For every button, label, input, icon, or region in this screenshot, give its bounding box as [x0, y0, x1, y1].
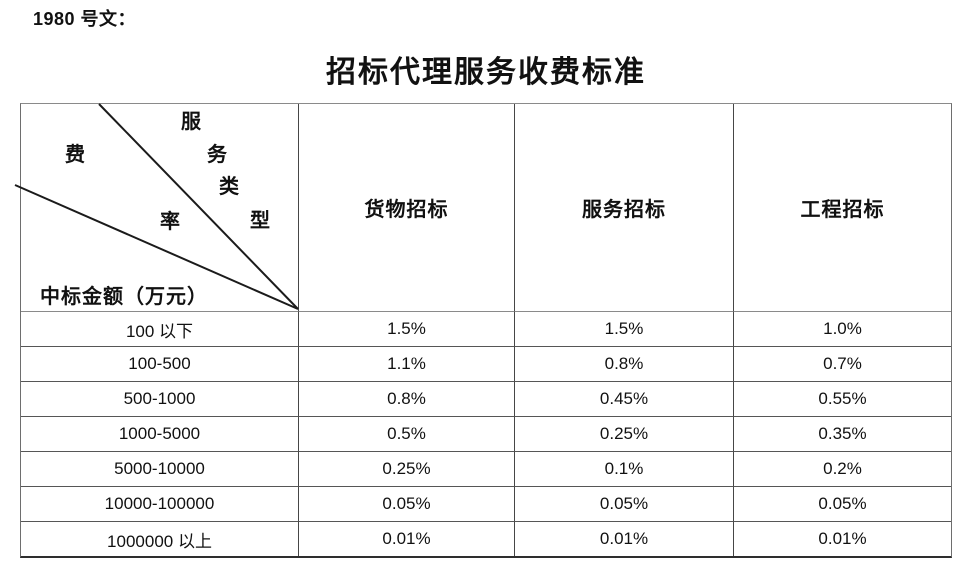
rate-cell: 0.01% — [733, 521, 951, 556]
corner-fee-rate-char: 率 — [160, 211, 180, 233]
fee-table: 服 务 类 型 费 率 中标金额（万元） 货物招标 服务招标 工程招标 100 … — [14, 103, 952, 558]
rate-cell: 0.45% — [514, 381, 733, 416]
diagonal-header-cell: 服 务 类 型 费 率 中标金额（万元） — [14, 103, 299, 311]
rate-cell: 0.01% — [514, 521, 733, 556]
rate-cell: 0.05% — [298, 486, 514, 521]
rate-cell: 1.5% — [298, 311, 514, 346]
corner-service-type-char: 类 — [219, 176, 239, 198]
rate-cell: 0.8% — [514, 346, 733, 381]
row-amount-label: 1000000 以上 — [21, 521, 298, 556]
row-amount-label: 500-1000 — [21, 381, 298, 416]
row-amount-label: 100 以下 — [21, 311, 298, 346]
rate-cell: 0.05% — [514, 486, 733, 521]
rate-cell: 0.25% — [298, 451, 514, 486]
rate-cell: 1.0% — [733, 311, 951, 346]
document-ref-label: 1980 号文： — [33, 9, 137, 29]
rate-cell: 0.8% — [298, 381, 514, 416]
rate-cell: 0.05% — [733, 486, 951, 521]
rate-cell: 0.01% — [298, 521, 514, 556]
rate-cell: 0.25% — [514, 416, 733, 451]
rate-cell: 1.5% — [514, 311, 733, 346]
column-header-services: 服务招标 — [514, 104, 733, 311]
column-header-engineering: 工程招标 — [733, 104, 951, 311]
corner-service-type-char: 型 — [250, 210, 270, 232]
rate-cell: 0.35% — [733, 416, 951, 451]
row-amount-label: 10000-100000 — [21, 486, 298, 521]
corner-amount-axis-label: 中标金额（万元） — [40, 286, 208, 308]
corner-fee-rate-char: 费 — [65, 144, 85, 166]
row-amount-label: 5000-10000 — [21, 451, 298, 486]
rate-cell: 0.1% — [514, 451, 733, 486]
rate-cell: 1.1% — [298, 346, 514, 381]
page-title: 招标代理服务收费标准 — [326, 56, 646, 89]
column-header-goods: 货物招标 — [298, 104, 514, 311]
rate-cell: 0.7% — [733, 346, 951, 381]
row-amount-label: 1000-5000 — [21, 416, 298, 451]
row-amount-label: 100-500 — [21, 346, 298, 381]
rate-cell: 0.2% — [733, 451, 951, 486]
corner-service-type-char: 服 — [181, 111, 201, 133]
corner-service-type-char: 务 — [207, 144, 227, 166]
rate-cell: 0.55% — [733, 381, 951, 416]
diagonal-divider-lines — [14, 103, 299, 310]
rate-cell: 0.5% — [298, 416, 514, 451]
